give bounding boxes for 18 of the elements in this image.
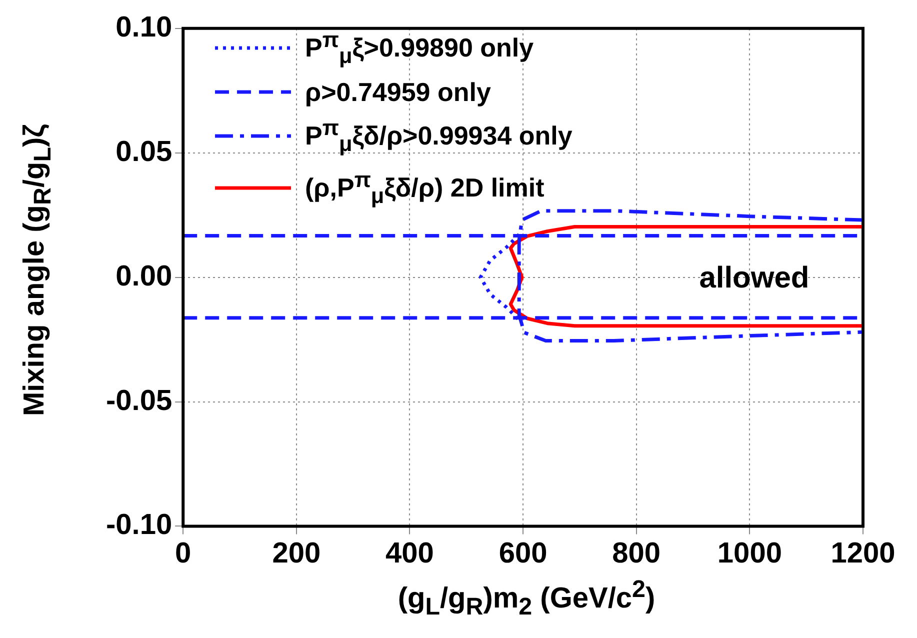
y-tick-label: -0.10 — [106, 509, 172, 542]
legend-label: P$^{π}$$_{μ}$ξδ/ρ>0.99934 only — [305, 114, 572, 158]
x-tick-label: 600 — [498, 538, 548, 570]
text: (g$_{L}$/g$_{R}$)m$_{2}$ (GeV/c$^{2}$) — [398, 576, 656, 620]
legend-label: P$^{π}$$_{μ}$ξ>0.99890 only — [305, 26, 534, 70]
y-tick-label: 0.10 — [116, 11, 172, 44]
x-tick-label: 0 — [175, 538, 192, 570]
annotation: allowed — [699, 262, 810, 295]
legend-label: (ρ,P$^{π}$$_{μ}$ξδ/ρ) 2D limit — [305, 166, 544, 210]
x-tick-label: 400 — [386, 538, 434, 570]
y-tick-label: -0.05 — [106, 384, 172, 417]
x-tick-label: 200 — [272, 538, 321, 570]
x-tick-label: 1200 — [830, 538, 896, 570]
x-tick-label: 1000 — [717, 538, 782, 570]
x-tick-label: 800 — [612, 538, 661, 570]
legend-label: ρ>0.74959 only — [305, 76, 491, 109]
y-tick-label: 0.05 — [116, 136, 172, 168]
y-tick-label: 0.00 — [116, 260, 172, 292]
